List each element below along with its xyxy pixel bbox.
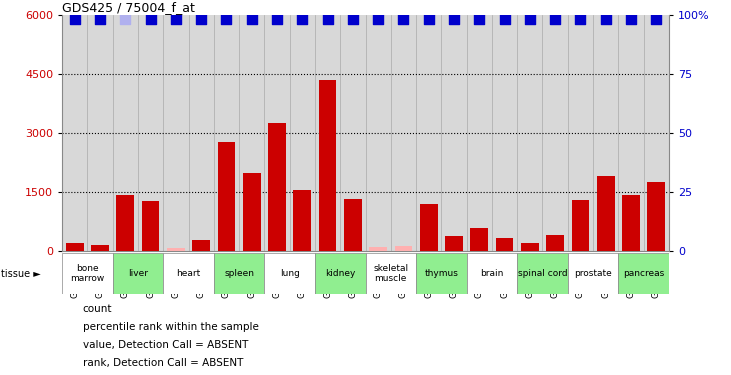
Bar: [622, 195, 640, 251]
Point: [448, 16, 460, 22]
Point: [600, 16, 612, 22]
Bar: [319, 80, 336, 251]
Text: GDS425 / 75004_f_at: GDS425 / 75004_f_at: [62, 1, 195, 14]
Point: [145, 16, 156, 22]
Bar: [618, 253, 669, 294]
Point: [119, 16, 131, 22]
Text: percentile rank within the sample: percentile rank within the sample: [83, 322, 259, 332]
Bar: [466, 253, 518, 294]
Bar: [167, 248, 185, 251]
Bar: [416, 253, 466, 294]
Point: [423, 16, 434, 22]
Bar: [265, 253, 315, 294]
Point: [651, 16, 662, 22]
Point: [398, 16, 409, 22]
Bar: [369, 248, 387, 251]
Point: [499, 16, 510, 22]
Point: [271, 16, 283, 22]
Bar: [420, 204, 438, 251]
Point: [524, 16, 536, 22]
Point: [297, 16, 308, 22]
Point: [575, 16, 586, 22]
Point: [69, 16, 80, 22]
Text: lung: lung: [280, 269, 300, 278]
Text: brain: brain: [480, 269, 504, 278]
Point: [474, 16, 485, 22]
Bar: [568, 253, 618, 294]
Text: count: count: [83, 304, 112, 314]
Text: liver: liver: [128, 269, 148, 278]
Point: [195, 16, 207, 22]
Bar: [218, 142, 235, 251]
Bar: [116, 195, 135, 251]
Bar: [293, 190, 311, 251]
Bar: [142, 201, 159, 251]
Text: kidney: kidney: [325, 269, 355, 278]
Bar: [521, 243, 539, 251]
Point: [347, 16, 359, 22]
Point: [625, 16, 637, 22]
Point: [221, 16, 232, 22]
Bar: [213, 253, 265, 294]
Bar: [546, 235, 564, 251]
Bar: [518, 253, 568, 294]
Bar: [163, 253, 213, 294]
Bar: [91, 245, 109, 251]
Bar: [395, 246, 412, 251]
Text: prostate: prostate: [574, 269, 612, 278]
Point: [246, 16, 257, 22]
Point: [322, 16, 333, 22]
Point: [549, 16, 561, 22]
Bar: [344, 199, 362, 251]
Point: [170, 16, 182, 22]
Bar: [496, 238, 513, 251]
Bar: [268, 123, 286, 251]
Bar: [243, 172, 260, 251]
Bar: [471, 228, 488, 251]
Bar: [62, 253, 113, 294]
Bar: [596, 177, 615, 251]
Bar: [648, 182, 665, 251]
Bar: [315, 253, 366, 294]
Bar: [445, 236, 463, 251]
Text: pancreas: pancreas: [623, 269, 664, 278]
Text: thymus: thymus: [425, 269, 458, 278]
Bar: [366, 253, 416, 294]
Bar: [113, 253, 163, 294]
Text: rank, Detection Call = ABSENT: rank, Detection Call = ABSENT: [83, 358, 243, 368]
Text: bone
marrow: bone marrow: [70, 264, 105, 284]
Bar: [192, 240, 210, 251]
Text: heart: heart: [176, 269, 201, 278]
Text: spleen: spleen: [224, 269, 254, 278]
Text: skeletal
muscle: skeletal muscle: [374, 264, 409, 284]
Point: [372, 16, 384, 22]
Text: spinal cord: spinal cord: [518, 269, 567, 278]
Text: value, Detection Call = ABSENT: value, Detection Call = ABSENT: [83, 340, 248, 350]
Bar: [66, 243, 83, 251]
Point: [94, 16, 106, 22]
Bar: [572, 200, 589, 251]
Text: tissue ►: tissue ►: [1, 269, 41, 279]
